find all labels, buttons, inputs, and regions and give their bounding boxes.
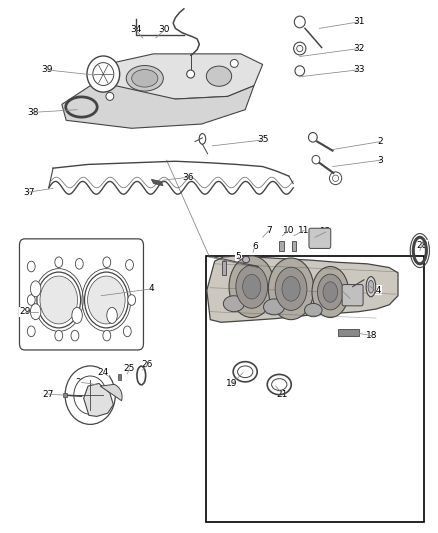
Ellipse shape (243, 256, 250, 263)
Text: 19: 19 (226, 379, 238, 388)
Ellipse shape (366, 277, 376, 297)
Ellipse shape (236, 265, 268, 308)
Ellipse shape (206, 66, 232, 86)
Text: 2: 2 (378, 137, 383, 146)
Ellipse shape (72, 308, 82, 324)
Text: 38: 38 (28, 108, 39, 117)
Ellipse shape (93, 62, 114, 85)
Text: 33: 33 (353, 66, 364, 74)
Text: 28: 28 (417, 241, 428, 250)
Text: 18: 18 (366, 331, 378, 340)
Text: 31: 31 (353, 18, 364, 27)
Text: 3: 3 (378, 156, 383, 165)
Polygon shape (118, 374, 121, 380)
Ellipse shape (124, 326, 131, 337)
Ellipse shape (293, 42, 306, 55)
Ellipse shape (103, 257, 111, 268)
Ellipse shape (368, 280, 374, 293)
Ellipse shape (128, 295, 136, 305)
Polygon shape (338, 329, 359, 336)
Text: 34: 34 (131, 26, 142, 35)
Ellipse shape (55, 257, 63, 268)
Text: 23: 23 (76, 378, 87, 387)
Text: 5: 5 (236, 253, 241, 261)
Ellipse shape (275, 267, 307, 310)
Text: 24: 24 (98, 368, 109, 377)
Ellipse shape (308, 133, 317, 142)
Polygon shape (292, 241, 296, 251)
Text: 39: 39 (41, 66, 52, 74)
Ellipse shape (40, 276, 78, 324)
Ellipse shape (107, 308, 117, 324)
Ellipse shape (30, 304, 41, 320)
Ellipse shape (323, 282, 338, 302)
Ellipse shape (229, 256, 275, 318)
Polygon shape (100, 384, 122, 401)
Ellipse shape (230, 60, 238, 67)
Text: 35: 35 (257, 135, 268, 144)
Ellipse shape (37, 272, 81, 328)
Ellipse shape (55, 330, 63, 341)
Text: 4: 4 (148, 284, 154, 293)
Ellipse shape (27, 326, 35, 337)
Polygon shape (63, 393, 67, 397)
Text: 25: 25 (124, 364, 135, 373)
Ellipse shape (75, 259, 83, 269)
Ellipse shape (85, 272, 128, 328)
Ellipse shape (268, 258, 314, 320)
Ellipse shape (87, 56, 120, 92)
Polygon shape (279, 241, 284, 251)
Ellipse shape (132, 69, 158, 87)
Polygon shape (223, 261, 226, 275)
Text: 26: 26 (141, 360, 153, 369)
Ellipse shape (199, 134, 206, 144)
Text: 21: 21 (277, 390, 288, 399)
FancyBboxPatch shape (309, 228, 331, 248)
Ellipse shape (318, 274, 343, 310)
Ellipse shape (312, 156, 320, 164)
Ellipse shape (282, 277, 300, 301)
Ellipse shape (126, 260, 134, 270)
Ellipse shape (312, 266, 349, 318)
Text: 6: 6 (252, 242, 258, 251)
Ellipse shape (295, 66, 304, 76)
FancyBboxPatch shape (342, 285, 363, 306)
Ellipse shape (187, 70, 194, 78)
Ellipse shape (126, 66, 163, 91)
Ellipse shape (294, 16, 305, 28)
Ellipse shape (264, 299, 285, 315)
Ellipse shape (27, 261, 35, 272)
Text: 36: 36 (183, 173, 194, 182)
Text: 30: 30 (159, 26, 170, 35)
Ellipse shape (223, 296, 244, 312)
Text: 13: 13 (344, 294, 356, 303)
Text: 29: 29 (19, 307, 30, 316)
Polygon shape (84, 383, 113, 416)
Ellipse shape (88, 276, 125, 324)
Ellipse shape (74, 376, 106, 414)
Text: 27: 27 (42, 390, 53, 399)
Text: 32: 32 (353, 44, 364, 53)
Bar (206, 256, 424, 522)
Text: 12: 12 (320, 228, 332, 237)
Text: 37: 37 (23, 188, 35, 197)
Ellipse shape (243, 274, 261, 299)
Ellipse shape (65, 366, 115, 424)
Ellipse shape (103, 330, 111, 341)
Polygon shape (151, 179, 163, 185)
Text: 10: 10 (283, 226, 295, 235)
Ellipse shape (30, 281, 41, 297)
Ellipse shape (71, 330, 79, 341)
Text: 11: 11 (298, 226, 310, 235)
FancyBboxPatch shape (19, 239, 144, 350)
Ellipse shape (297, 45, 303, 52)
Text: 7: 7 (266, 226, 272, 235)
Ellipse shape (27, 295, 35, 305)
Ellipse shape (106, 92, 114, 100)
Polygon shape (97, 54, 263, 99)
Polygon shape (62, 82, 254, 128)
Text: 14: 14 (371, 286, 382, 295)
Ellipse shape (304, 303, 322, 317)
Polygon shape (207, 256, 398, 322)
